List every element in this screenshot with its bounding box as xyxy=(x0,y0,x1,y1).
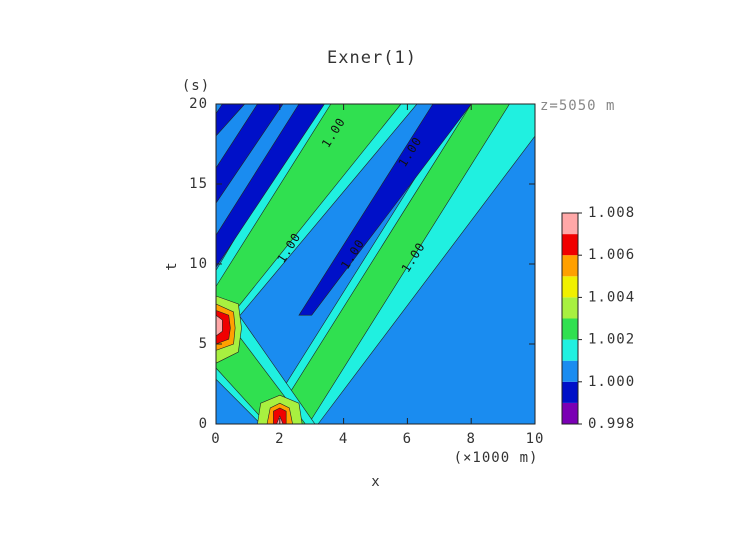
colorbar-swatch xyxy=(562,276,578,298)
colorbar-swatch xyxy=(562,381,578,403)
colorbar-swatch xyxy=(562,339,578,361)
x-tick-label: 2 xyxy=(275,431,284,447)
x-unit: (×1000 m) xyxy=(454,450,539,466)
colorbar-tick-label: 1.008 xyxy=(588,205,635,221)
x-axis-label: x xyxy=(371,474,380,490)
x-tick-label: 10 xyxy=(526,431,545,447)
colorbar-swatch xyxy=(562,318,578,340)
x-tick-label: 0 xyxy=(211,431,220,447)
colorbar-swatch xyxy=(562,234,578,256)
colorbar-frame xyxy=(561,212,579,425)
field xyxy=(215,103,536,425)
x-tick-label: 6 xyxy=(403,431,412,447)
colorbar-swatch xyxy=(562,402,578,424)
colorbar-swatch xyxy=(562,255,578,277)
y-tick-label: 0 xyxy=(199,416,208,432)
y-tick-label: 15 xyxy=(189,176,208,192)
annotation: z=5050 m xyxy=(540,98,615,114)
y-tick-label: 10 xyxy=(189,256,208,272)
chart-title: Exner(1) xyxy=(327,48,417,68)
colorbar-swatch xyxy=(562,297,578,319)
colorbar-swatch xyxy=(562,360,578,382)
colorbar-tick-label: 1.000 xyxy=(588,374,635,390)
x-tick-label: 8 xyxy=(466,431,475,447)
y-unit: (s) xyxy=(182,78,210,94)
x-tick-label: 4 xyxy=(339,431,348,447)
y-tick-label: 20 xyxy=(189,96,208,112)
colorbar-tick-label: 1.002 xyxy=(588,332,635,348)
colorbar-swatch xyxy=(562,213,578,235)
colorbar-tick-label: 1.004 xyxy=(588,289,635,305)
colorbar-tick-label: 0.998 xyxy=(588,416,635,432)
y-axis-label: t xyxy=(164,261,180,270)
y-tick-label: 5 xyxy=(199,336,208,352)
colorbar-tick-label: 1.006 xyxy=(588,247,635,263)
